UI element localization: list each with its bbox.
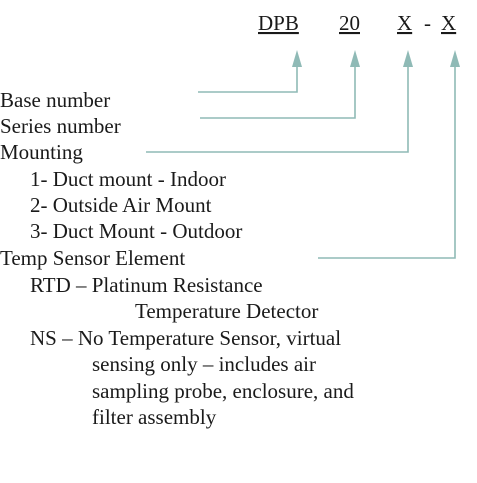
arrowhead: [292, 50, 302, 67]
code-part: X: [397, 11, 412, 35]
connector: [198, 64, 298, 93]
code-separator: -: [424, 11, 431, 35]
option-continued: Temperature Detector: [135, 299, 318, 323]
option: RTD – Platinum Resistance: [30, 273, 263, 297]
field-label: Base number: [0, 88, 110, 112]
arrowhead: [450, 50, 460, 67]
connector: [146, 64, 409, 153]
option: 1- Duct mount - Indoor: [30, 167, 226, 191]
connector: [318, 64, 456, 259]
option: 3- Duct Mount - Outdoor: [30, 219, 242, 243]
field-label: Mounting: [0, 140, 83, 164]
code-part: 20: [339, 11, 360, 35]
option: NS – No Temperature Sensor, virtual: [30, 326, 341, 350]
connectors: [146, 50, 460, 259]
field-label: Temp Sensor Element: [0, 246, 185, 270]
option-continued: filter assembly: [92, 405, 217, 429]
connector: [200, 64, 356, 119]
arrowhead: [350, 50, 360, 67]
code-part: DPB: [258, 11, 299, 35]
option: 2- Outside Air Mount: [30, 193, 212, 217]
option-continued: sensing only – includes air: [92, 352, 316, 376]
field-label: Series number: [0, 114, 121, 138]
code-part: X: [441, 11, 456, 35]
arrowhead: [403, 50, 413, 67]
option-continued: sampling probe, enclosure, and: [92, 379, 354, 403]
